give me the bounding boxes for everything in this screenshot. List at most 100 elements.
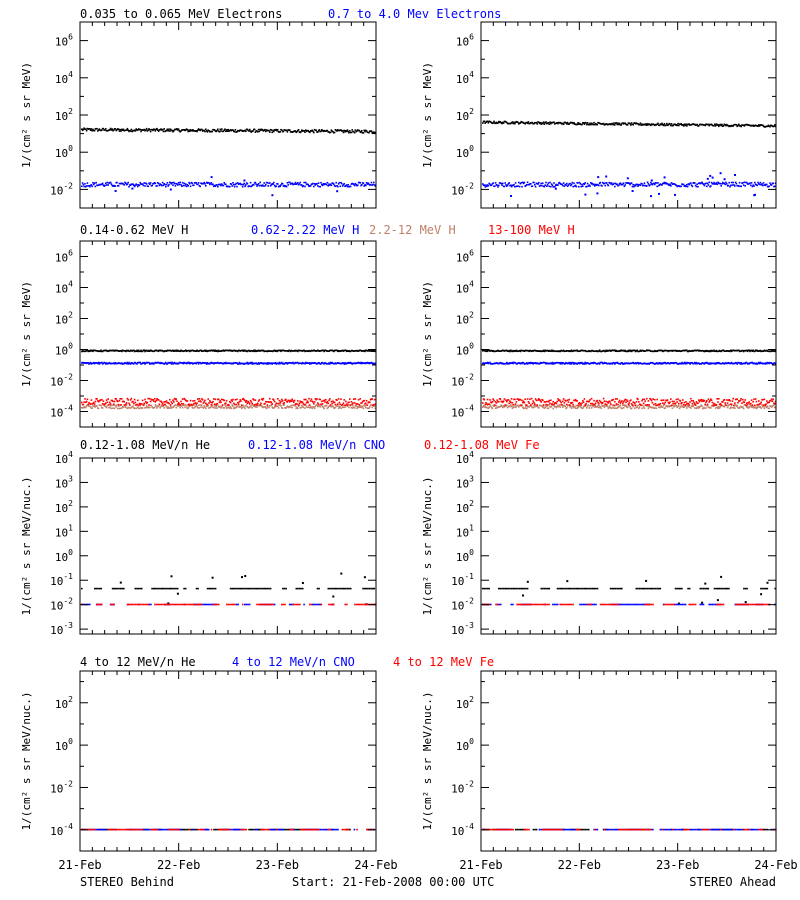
data-point — [237, 401, 239, 404]
data-point — [680, 363, 682, 365]
data-point — [582, 185, 584, 188]
data-point — [637, 398, 639, 401]
data-point — [735, 405, 738, 408]
data-point — [494, 404, 496, 406]
data-point — [152, 587, 155, 590]
data-point — [354, 129, 357, 131]
data-point — [220, 130, 222, 132]
outlier-point — [709, 174, 712, 177]
data-point — [643, 362, 646, 364]
data-point — [281, 361, 283, 364]
data-point — [496, 184, 498, 187]
data-point — [554, 405, 557, 408]
data-point — [703, 124, 706, 126]
data-point — [148, 361, 150, 364]
outlier-point — [674, 193, 676, 196]
data-point — [502, 404, 505, 407]
data-point — [630, 399, 632, 401]
data-point — [265, 587, 267, 590]
data-point — [767, 350, 770, 352]
data-point — [342, 184, 345, 186]
data-point — [536, 123, 538, 125]
data-point — [731, 400, 734, 402]
data-point — [766, 362, 768, 365]
data-point — [498, 182, 501, 184]
data-point — [682, 125, 685, 127]
data-point — [530, 404, 532, 406]
data-point — [740, 398, 742, 400]
data-point — [334, 403, 337, 406]
data-point — [538, 407, 540, 409]
data-point — [196, 402, 198, 405]
data-point — [598, 403, 600, 405]
y-tick-label-exponent: -2 — [63, 373, 73, 382]
data-point — [333, 184, 336, 187]
data-point — [143, 128, 145, 131]
data-point — [296, 403, 298, 405]
data-point — [109, 403, 112, 405]
data-point — [491, 400, 494, 403]
y-tick-label-exponent: 2 — [68, 311, 73, 320]
data-point — [146, 401, 149, 404]
data-point — [667, 401, 670, 404]
data-point — [343, 587, 346, 590]
data-point — [345, 184, 348, 186]
data-point — [93, 182, 96, 184]
data-point — [587, 362, 590, 365]
data-point — [743, 125, 746, 127]
data-point — [94, 362, 97, 364]
data-point — [302, 403, 305, 405]
data-point — [651, 183, 654, 186]
data-point — [365, 399, 368, 402]
data-point — [312, 182, 314, 185]
data-point — [182, 403, 185, 405]
data-point — [655, 404, 658, 407]
y-tick-label: 10-4 — [50, 404, 73, 420]
data-point — [496, 399, 498, 401]
outlier-point — [340, 572, 343, 575]
data-point — [299, 181, 301, 184]
data-point — [614, 124, 616, 126]
data-point — [659, 363, 662, 365]
data-point — [250, 587, 253, 590]
data-point — [363, 399, 365, 402]
data-point — [330, 129, 333, 131]
data-point — [542, 399, 544, 402]
data-point — [510, 405, 513, 408]
data-point — [359, 362, 361, 365]
data-point — [289, 362, 292, 364]
data-point — [330, 400, 333, 403]
data-point — [125, 402, 128, 404]
data-point — [747, 124, 750, 126]
data-point — [642, 404, 644, 407]
data-point — [317, 402, 319, 404]
outlier-point — [271, 194, 274, 197]
data-point — [218, 131, 221, 133]
data-point — [720, 350, 722, 353]
data-point — [550, 122, 552, 125]
data-point — [105, 363, 107, 365]
data-point — [622, 401, 625, 403]
data-point — [260, 402, 262, 405]
data-point — [267, 363, 269, 365]
data-point — [586, 407, 588, 409]
data-point — [191, 404, 193, 406]
data-point — [128, 402, 130, 405]
data-point — [604, 350, 606, 353]
data-point — [154, 130, 157, 132]
data-point — [166, 363, 169, 365]
data-point — [218, 401, 221, 404]
data-point — [570, 361, 572, 364]
data-point — [483, 398, 486, 401]
y-tick-label-base: 10 — [50, 407, 63, 420]
data-point — [580, 185, 582, 188]
data-point — [502, 400, 505, 402]
data-point — [618, 184, 620, 187]
data-point — [125, 406, 127, 409]
data-point — [232, 405, 234, 408]
data-point — [86, 362, 89, 364]
data-point — [619, 404, 622, 406]
data-point — [559, 406, 562, 408]
data-point — [245, 603, 248, 606]
data-point — [134, 587, 137, 590]
